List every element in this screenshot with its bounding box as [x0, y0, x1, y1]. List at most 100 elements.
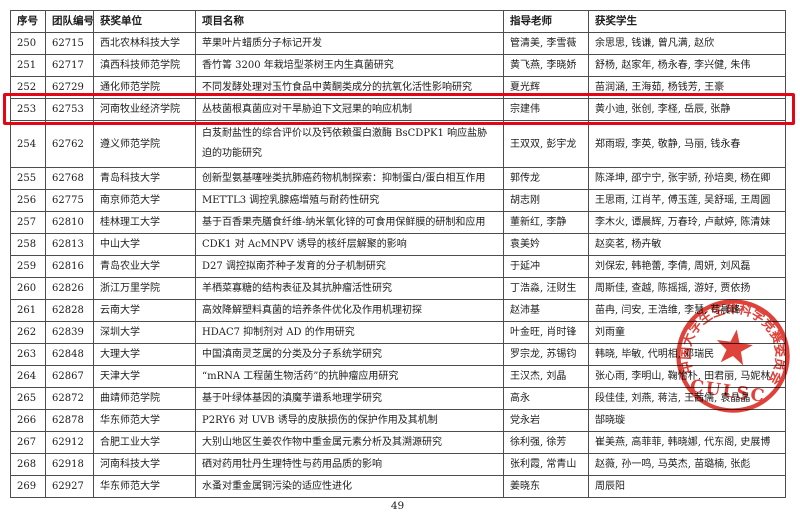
cell-team: 62912: [45, 431, 94, 454]
table-row: 250 62715 西北农林科技大学 苹果叶片蜡质分子标记开发 管清美, 李雪薇 余思思,…: [10, 32, 786, 55]
award-results-table: 序号 团队编号 获奖单位 项目名称 指导老师 获奖学生 250 62715 西北农林科技大学苹…: [10, 10, 786, 498]
cell-advisors: 张利霞, 常青山: [503, 453, 589, 476]
cell-no: 267: [10, 431, 46, 454]
cell-team: 62816: [45, 255, 94, 278]
table-row: 251 62717 滇西科技师范学院 香竹箐 3200 年栽培型茶树王内生真菌研究 黄飞…: [10, 54, 786, 77]
cell-unit: 华东师范大学: [93, 475, 196, 498]
cell-advisors: 徐利强, 徐芳: [503, 431, 589, 454]
cell-project: 大别山地区生姜农作物中重金属元素分析及其溯源研究: [195, 431, 504, 454]
cell-team: 62810: [45, 211, 94, 234]
table-row: 266 62878 华东师范大学 P2RY6 对 UVB 诱导的皮肤损伤的保护作用及其…: [10, 409, 786, 432]
cell-no: 269: [10, 475, 46, 498]
cell-no: 262: [10, 321, 46, 344]
cell-unit: 滇西科技师范学院: [93, 54, 196, 77]
cell-no: 261: [10, 299, 46, 322]
cell-advisors: 郭传龙: [503, 167, 589, 190]
cell-team: 62867: [45, 365, 94, 388]
table-row: 257 62810 桂林理工大学 基于百香果壳膳食纤维-纳米氧化锌的可食用保鲜膜的研制…: [10, 211, 786, 234]
cell-no: 263: [10, 343, 46, 366]
column-header: 项目名称: [195, 10, 504, 33]
cell-unit: 华东师范大学: [93, 409, 196, 432]
cell-team: 62813: [45, 233, 94, 256]
table-row: 259 62816 青岛农业大学 D27 调控拟南芥种子发育的分子机制研究 于延冲 刘保宏…: [10, 255, 786, 278]
cell-advisors: 丁浩淼, 汪财生: [503, 277, 589, 300]
cell-project: CDK1 对 AcMNPV 诱导的核纤层解聚的影响: [195, 233, 504, 256]
cell-students: 黄小迪, 张创, 李柽, 岳辰, 张静: [588, 98, 786, 121]
cell-advisors: 高永: [503, 387, 589, 410]
cell-students: 王思雨, 江肖芊, 傅玉莲, 吴舒瑶, 王周圆: [588, 189, 786, 212]
cell-team: 62878: [45, 409, 94, 432]
cell-advisors: 罗宗龙, 苏锡钧: [503, 343, 589, 366]
cell-project: 苹果叶片蜡质分子标记开发: [195, 32, 504, 55]
page-number: 49: [390, 500, 405, 512]
cell-students: 赵薇, 孙一鸣, 马英杰, 苗璐楠, 张彪: [588, 453, 786, 476]
cell-team: 62927: [45, 475, 94, 498]
cell-project: 羊栖菜寡糖的结构表征及其抗肿瘤活性研究: [195, 277, 504, 300]
cell-team: 62918: [45, 453, 94, 476]
table-row: 255 62768 青岛科技大学 创新型氨基噻唑类抗肺癌药物机制探索：抑制蛋白/蛋白相…: [10, 167, 786, 190]
cell-no: 250: [10, 32, 46, 55]
cell-unit: 桂林理工大学: [93, 211, 196, 234]
cell-project: 不同发酵处理对玉竹食品中黄酮类成分的抗氧化活性影响研究: [195, 76, 504, 99]
cell-advisors: 袁美妗: [503, 233, 589, 256]
cell-team: 62717: [45, 54, 94, 77]
cell-no: 251: [10, 54, 46, 77]
cell-students: 苗润涵, 王海茹, 杨钱芳, 王豪: [588, 76, 786, 99]
cell-team: 62775: [45, 189, 94, 212]
cell-unit: 深圳大学: [93, 321, 196, 344]
cell-project: 高效降解塑料真菌的培养条件优化及作用机理初探: [195, 299, 504, 322]
cell-advisors: 王汉杰, 刘晶: [503, 365, 589, 388]
cell-project: 硒对药用牡丹生理特性与药用品质的影响: [195, 453, 504, 476]
cell-team: 62729: [45, 76, 94, 99]
table-row: 261 62828 云南大学 高效降解塑料真菌的培养条件优化及作用机理初探 赵沛基 苗冉,…: [10, 299, 786, 322]
cell-unit: 西北农林科技大学: [93, 32, 196, 55]
column-header: 获奖单位: [93, 10, 196, 33]
cell-project: 中国滇南灵芝属的分类及分子系统学研究: [195, 343, 504, 366]
cell-students: 李木火, 谭晨辉, 万春玲, 卢献婷, 陈清妹: [588, 211, 786, 234]
cell-no: 252: [10, 76, 46, 99]
column-header: 团队编号: [45, 10, 94, 33]
cell-team: 62715: [45, 32, 94, 55]
cell-project: 丛枝菌根真菌应对干旱胁迫下文冠果的响应机制: [195, 98, 504, 121]
cell-team: 62762: [45, 120, 94, 168]
cell-no: 257: [10, 211, 46, 234]
cell-advisors: 胡志刚: [503, 189, 589, 212]
cell-project: P2RY6 对 UVB 诱导的皮肤损伤的保护作用及其机制: [195, 409, 504, 432]
cell-team: 62768: [45, 167, 94, 190]
cell-advisors: 夏光辉: [503, 76, 589, 99]
cell-advisors: 叶金旺, 肖时锋: [503, 321, 589, 344]
cell-advisors: 于延冲: [503, 255, 589, 278]
cell-unit: 大理大学: [93, 343, 196, 366]
cell-students: 刘保宏, 韩艳蕾, 李倩, 周妍, 刘风磊: [588, 255, 786, 278]
cell-team: 62872: [45, 387, 94, 410]
cell-no: 260: [10, 277, 46, 300]
cell-students: 郑雨瑕, 李英, 敬静, 马丽, 钱永春: [588, 120, 786, 168]
table-row: 252 62729 通化师范学院 不同发酵处理对玉竹食品中黄酮类成分的抗氧化活性影响研…: [10, 76, 786, 99]
table-row: 258 62813 中山大学 CDK1 对 AcMNPV 诱导的核纤层解聚的影响 袁美妗…: [10, 233, 786, 256]
seal-acronym-text: CULSC: [689, 377, 768, 407]
table-body: 250 62715 西北农林科技大学 苹果叶片蜡质分子标记开发 管清美, 李雪薇 余思思,…: [10, 32, 786, 498]
cell-unit: 遵义师范学院: [93, 120, 196, 168]
cell-no: 266: [10, 409, 46, 432]
cell-unit: 南京师范大学: [93, 189, 196, 212]
table-row: 263 62848 大理大学 中国滇南灵芝属的分类及分子系统学研究 罗宗龙, 苏锡钧 韩晓…: [10, 343, 786, 366]
cell-unit: 河南科技大学: [93, 453, 196, 476]
table-row: 267 62912 合肥工业大学 大别山地区生姜农作物中重金属元素分析及其溯源研究 徐利…: [10, 431, 786, 454]
cell-students: 舒杨, 赵家年, 杨永春, 李兴健, 朱伟: [588, 54, 786, 77]
cell-no: 265: [10, 387, 46, 410]
table-header-row: 序号 团队编号 获奖单位 项目名称 指导老师 获奖学生: [10, 10, 786, 33]
cell-unit: 浙江万里学院: [93, 277, 196, 300]
official-seal: 中国大学生生命科学竞赛委员会 CULSC: [674, 292, 796, 413]
cell-team: 62753: [45, 98, 94, 121]
cell-advisors: 宗建伟: [503, 98, 589, 121]
cell-students: 周辰阳: [588, 475, 786, 498]
cell-project: HDAC7 抑制剂对 AD 的作用研究: [195, 321, 504, 344]
column-header: 序号: [10, 10, 46, 33]
cell-project: 基于百香果壳膳食纤维-纳米氧化锌的可食用保鲜膜的研制和应用: [195, 211, 504, 234]
cell-unit: 河南牧业经济学院: [93, 98, 196, 121]
cell-project: 白芨耐盐性的综合评价以及钙依赖蛋白激酶 BsCDPK1 响应盐胁迫的功能研究: [195, 120, 504, 168]
cell-unit: 青岛科技大学: [93, 167, 196, 190]
cell-advisors: 赵沛基: [503, 299, 589, 322]
table-row: 260 62826 浙江万里学院 羊栖菜寡糖的结构表征及其抗肿瘤活性研究 丁浩淼, 汪财…: [10, 277, 786, 300]
